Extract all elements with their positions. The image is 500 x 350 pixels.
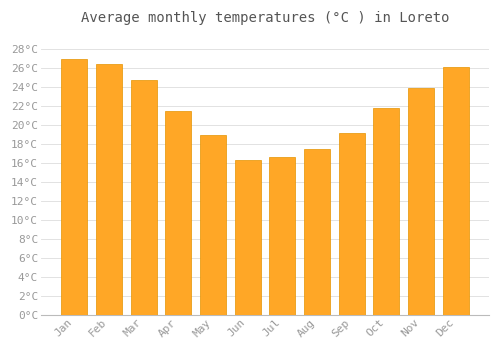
- Bar: [165, 111, 191, 315]
- Bar: [338, 133, 364, 315]
- Bar: [304, 149, 330, 315]
- Title: Average monthly temperatures (°C ) in Loreto: Average monthly temperatures (°C ) in Lo…: [80, 11, 449, 25]
- Bar: [408, 88, 434, 315]
- Bar: [442, 68, 468, 315]
- Bar: [62, 59, 87, 315]
- Bar: [269, 158, 295, 315]
- Bar: [96, 64, 122, 315]
- Bar: [200, 135, 226, 315]
- Bar: [373, 108, 399, 315]
- Bar: [234, 160, 260, 315]
- Bar: [130, 80, 156, 315]
